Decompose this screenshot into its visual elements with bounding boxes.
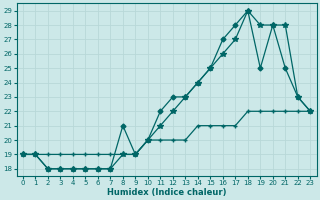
X-axis label: Humidex (Indice chaleur): Humidex (Indice chaleur) [107, 188, 226, 197]
